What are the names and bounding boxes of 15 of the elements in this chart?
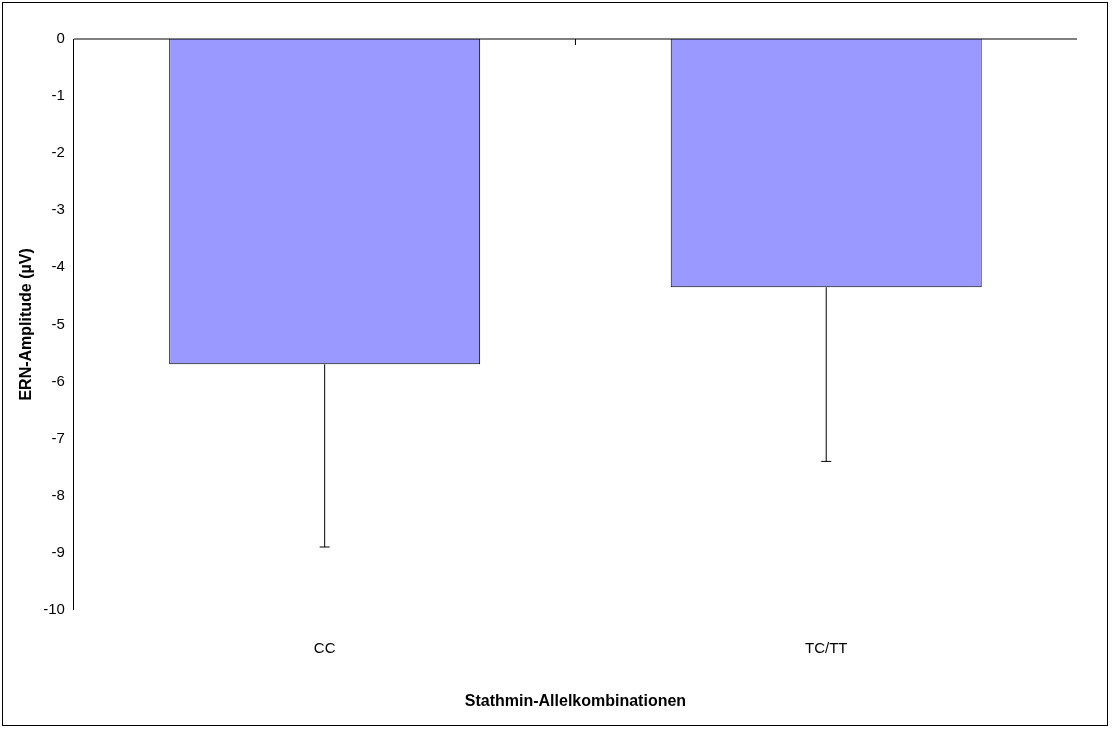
y-tick-label: -6 bbox=[51, 371, 65, 389]
x-tick-label: CC bbox=[313, 638, 336, 656]
y-tick-label: -5 bbox=[51, 314, 65, 332]
y-tick-label: -1 bbox=[51, 86, 65, 104]
y-tick-label: -7 bbox=[51, 428, 65, 446]
y-tick-label: -10 bbox=[43, 599, 65, 617]
y-tick-label: -8 bbox=[51, 485, 65, 503]
y-tick-label: -9 bbox=[51, 542, 65, 560]
y-tick-label: -2 bbox=[51, 143, 65, 161]
x-axis-title: Stathmin-Allelkombinationen bbox=[464, 691, 687, 709]
y-tick-label: -4 bbox=[51, 257, 65, 275]
x-tick-label: TC/TT bbox=[804, 638, 848, 656]
y-axis-title: ERN-Amplitude (µV) bbox=[17, 248, 35, 401]
y-tick-label: 0 bbox=[56, 29, 65, 47]
y-tick-label: -3 bbox=[51, 200, 65, 218]
